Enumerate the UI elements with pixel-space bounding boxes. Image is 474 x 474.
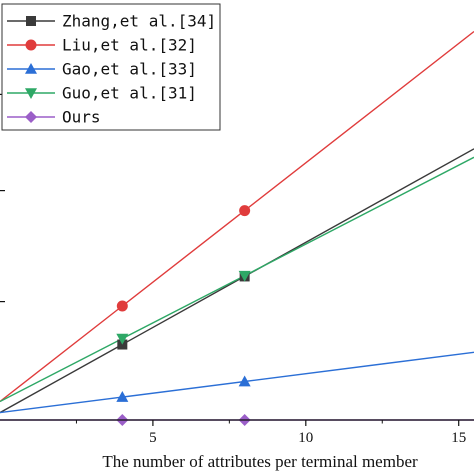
legend-label: Gao,et al.[33] xyxy=(62,60,197,79)
x-tick-label: 5 xyxy=(149,430,157,446)
legend-marker xyxy=(25,39,37,51)
data-point xyxy=(238,270,251,282)
legend-label: Liu,et al.[32] xyxy=(62,36,197,55)
data-point xyxy=(239,205,251,217)
data-point xyxy=(238,375,251,387)
x-axis-title: The number of attributes per terminal me… xyxy=(102,452,418,471)
series-line-1 xyxy=(0,30,474,403)
data-point xyxy=(116,333,129,345)
legend-marker xyxy=(25,88,37,99)
legend-marker xyxy=(25,63,37,74)
plot-markers xyxy=(116,205,251,426)
data-point xyxy=(116,300,128,312)
x-tick-label: 10 xyxy=(298,430,313,446)
series-line-0 xyxy=(0,148,474,414)
legend-box xyxy=(1,3,221,131)
legend-label: Ours xyxy=(62,108,101,127)
series-line-3 xyxy=(0,156,474,403)
legend-label: Zhang,et al.[34] xyxy=(62,12,216,31)
data-point xyxy=(116,391,129,402)
ticks: 5 10 15 xyxy=(0,93,466,446)
legend-marker xyxy=(25,111,37,123)
x-tick-label: 15 xyxy=(451,430,466,446)
series-line-2 xyxy=(0,351,474,414)
legend-label: Guo,et al.[31] xyxy=(62,84,197,103)
legend-marker xyxy=(26,16,36,26)
legend: Zhang,et al.[34] Liu,et al.[32] Gao,et al.… xyxy=(1,3,221,131)
